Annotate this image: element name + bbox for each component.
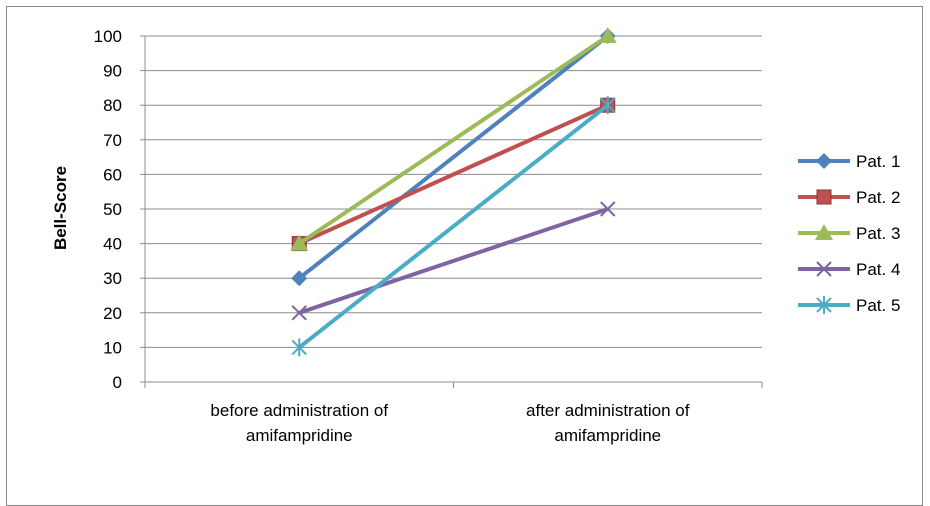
y-tick-label: 30	[103, 269, 122, 288]
y-tick-labels: 0 10 20 30 40 50 60 70 80 90 100	[94, 27, 122, 392]
y-tick-label: 80	[103, 96, 122, 115]
x-category-label: before administration of	[210, 401, 388, 420]
y-tick-label: 0	[113, 373, 122, 392]
series-line-pat-1	[298, 34, 609, 280]
y-axis-label: Bell-Score	[51, 166, 70, 250]
legend-label: Pat. 5	[856, 296, 900, 315]
gridlines	[145, 35, 762, 348]
line-chart: 0 10 20 30 40 50 60 70 80 90 100 before administra…	[51, 27, 900, 445]
legend-label: Pat. 3	[856, 224, 900, 243]
data-point-pat-5	[600, 96, 616, 115]
y-tick-label: 40	[103, 235, 122, 254]
legend-label: Pat. 2	[856, 188, 900, 207]
data-point-pat-4	[600, 201, 616, 217]
legend-marker	[816, 189, 832, 205]
x-category-label: amifampridine	[554, 426, 661, 445]
data-point-pat-4	[291, 305, 307, 321]
series-line-pat-2	[298, 103, 609, 246]
y-tick-label: 60	[103, 165, 122, 184]
y-tick-label: 90	[103, 62, 122, 81]
y-tick-label: 10	[103, 338, 122, 357]
x-category-labels: before administration of amifampridine aft…	[210, 401, 689, 445]
series-line-pat-4	[298, 207, 609, 315]
legend-marker	[816, 261, 832, 277]
y-tick-label: 20	[103, 304, 122, 323]
axes	[140, 35, 763, 388]
data-point-pat-3	[598, 27, 617, 43]
legend-marker	[815, 224, 833, 240]
y-tick-label: 100	[94, 27, 122, 46]
legend-marker	[816, 296, 832, 314]
data-point-pat-5	[291, 338, 307, 357]
marker-stroke	[600, 201, 616, 217]
legend-marker	[816, 153, 832, 169]
data-point-pat-3	[290, 234, 309, 251]
series-line-pat-3	[298, 34, 609, 246]
x-category-label: amifampridine	[246, 426, 353, 445]
x-category-label: after administration of	[526, 401, 690, 420]
legend-label: Pat. 4	[856, 260, 900, 279]
legend-label: Pat. 1	[856, 152, 900, 171]
y-tick-label: 70	[103, 131, 122, 150]
marker-stroke	[816, 261, 832, 277]
y-tick-label: 50	[103, 200, 122, 219]
data-point-pat-1	[291, 270, 308, 287]
series-lines	[290, 27, 617, 357]
marker-stroke	[291, 305, 307, 321]
series-line-pat-5	[298, 103, 609, 349]
legend: Pat. 1 Pat. 2 Pat. 3 Pat. 4 Pat. 5	[798, 152, 900, 315]
